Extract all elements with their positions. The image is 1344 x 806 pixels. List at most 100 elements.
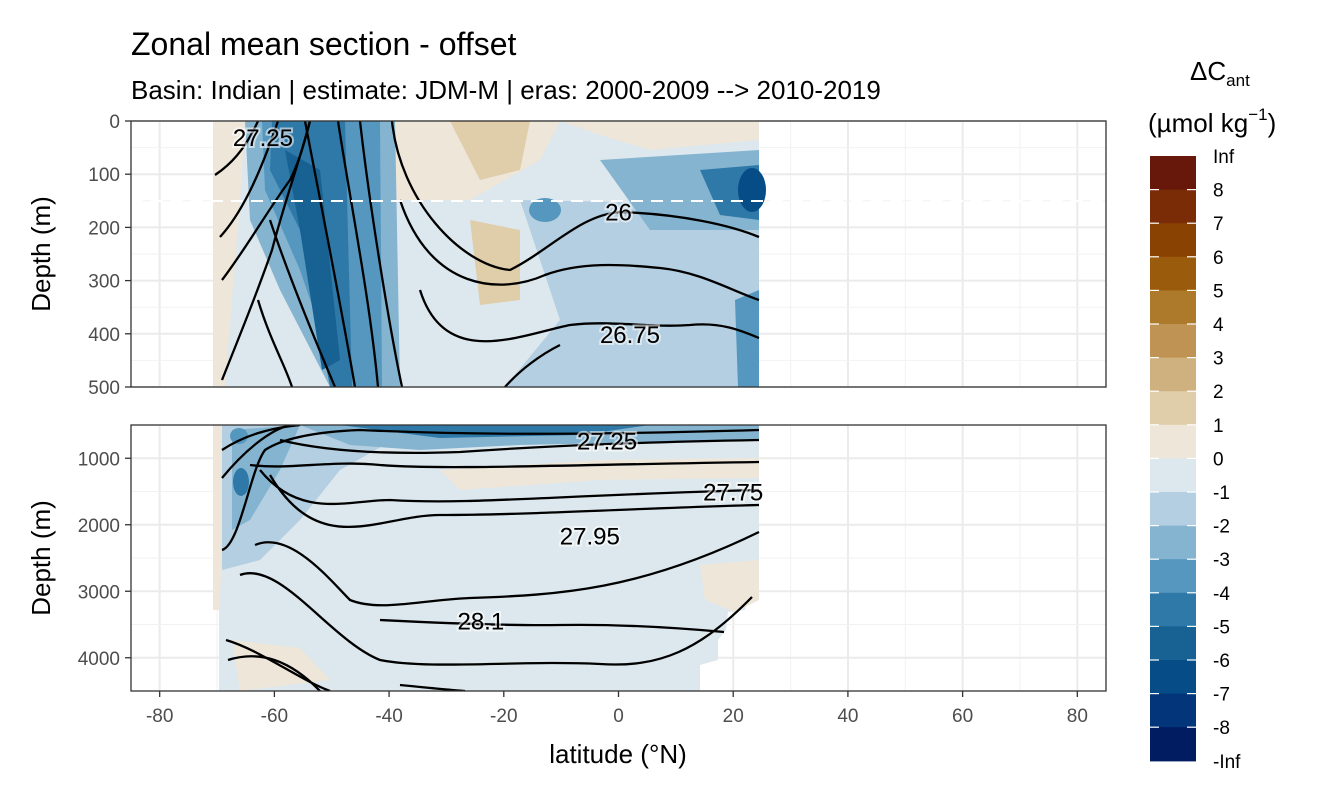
isopycnal-l11 (227, 655, 321, 691)
upper-isopycnal-label-halo: 26 (605, 199, 632, 226)
legend-label: Inf (1213, 147, 1235, 168)
lower-isopycnal-label-halo: 27.75 (703, 480, 763, 507)
x-tick-label: 20 (723, 706, 744, 727)
upper-south-beige (213, 121, 245, 387)
legend-labels: Inf 8 7 6 5 4 3 2 1 0 -1 -2 -3 -4 -5 -6 -7 -8 -Inf (1213, 147, 1241, 773)
isopycnal-2675 (418, 289, 760, 343)
lower-south-patch (230, 428, 248, 444)
legend-label: -Inf (1213, 752, 1241, 773)
upper-isopycnal-label: 26.75 (600, 322, 660, 349)
legend-swatch (1150, 189, 1196, 224)
x-tick-label: -40 (375, 706, 402, 727)
chart-title: Zonal mean section - offset (131, 26, 517, 62)
legend-swatch (1150, 256, 1196, 291)
lower-isopycnal-label-halo: 28.1 (457, 609, 504, 636)
legend-label: 1 (1213, 416, 1224, 437)
legend-unit-sup: −1 (1248, 105, 1267, 124)
upper-y-tick-label: 200 (88, 218, 120, 239)
legend-label: 2 (1213, 382, 1224, 403)
legend-swatch (1150, 424, 1196, 459)
isopycnal-2775 (259, 469, 760, 506)
upper-front-core (285, 150, 340, 370)
legend-swatch (1150, 660, 1196, 695)
upper-isopycnals (214, 121, 760, 387)
upper-north-core (738, 168, 766, 212)
legend-swatch (1150, 458, 1196, 493)
lower-isopycnal-label: 27.95 (560, 523, 620, 550)
legend-label: 4 (1213, 315, 1224, 336)
x-tick-label: 60 (952, 706, 973, 727)
isopycnal-l9 (239, 572, 753, 666)
x-axis-label: latitude (°N) (549, 739, 687, 769)
legend-swatch (1150, 592, 1196, 627)
legend-swatch (1150, 357, 1196, 392)
upper-panel-border (130, 120, 1107, 388)
legend-title: ΔCant (1190, 56, 1250, 90)
legend-label: 7 (1213, 214, 1224, 235)
legend-label: 3 (1213, 349, 1224, 370)
legend-label: 0 (1213, 449, 1224, 470)
upper-isopycnal-label: 27.25 (233, 125, 293, 152)
upper-eddy (529, 198, 561, 222)
isopycnal-u2 (219, 121, 280, 238)
upper-y-tick-label: 0 (109, 112, 120, 133)
legend-title-main: ΔC (1190, 56, 1226, 86)
lower-y-tick-label: 4000 (78, 649, 120, 670)
isopycnal-l5 (249, 460, 760, 469)
legend-swatch (1150, 626, 1196, 661)
legend-swatch (1150, 693, 1196, 728)
legend-swatch (1150, 391, 1196, 426)
lower-isopycnal-label-halo: 27.25 (577, 428, 637, 455)
upper-isopycnal-label-halo: 27.25 (233, 125, 293, 152)
upper-north-deep (735, 290, 759, 387)
lower-y-tick-label: 3000 (78, 582, 120, 603)
lower-y-ticks: 1000 2000 3000 4000 (78, 449, 131, 670)
isopycnal-u1 (214, 121, 260, 176)
legend-swatch (1150, 492, 1196, 527)
legend-swatch (1150, 156, 1196, 191)
isopycnal-l10 (225, 638, 331, 691)
legend-label: -7 (1213, 685, 1230, 706)
legend-swatch (1150, 223, 1196, 258)
lower-beige-deep (700, 560, 759, 612)
legend-unit-close: ) (1268, 108, 1277, 138)
x-tick-label: 80 (1067, 706, 1088, 727)
lower-south-beige (213, 425, 222, 610)
upper-y-tick-label: 400 (88, 325, 120, 346)
legend-label: 5 (1213, 281, 1224, 302)
upper-isopycnal-label: 26 (605, 199, 632, 226)
isopycnal-u4 (220, 121, 312, 381)
lower-isopycnal-label: 27.25 (577, 428, 637, 455)
x-axis-ticks: -80 -60 -40 -20 0 20 40 60 80 (146, 691, 1088, 727)
isopycnal-l1 (221, 425, 301, 451)
isopycnal-26 (390, 121, 760, 272)
legend-swatch (1150, 290, 1196, 325)
colorbar-legend: ΔCant (µmol kg−1) Inf 8 7 6 5 4 3 2 1 0 -1 -2 -3 -4 -5… (1148, 56, 1276, 773)
legend-swatches (1150, 156, 1196, 762)
x-tick-label: -80 (146, 706, 173, 727)
isopycnal-2725 (279, 438, 760, 455)
isopycnal-2795 (254, 530, 760, 607)
legend-swatch (1150, 559, 1196, 594)
legend-label: -6 (1213, 651, 1230, 672)
upper-fill (213, 121, 766, 387)
x-tick-label: 0 (613, 706, 624, 727)
isopycnal-l2 (221, 425, 291, 479)
lower-y-tick-label: 2000 (78, 516, 120, 537)
isopycnal-u9 (358, 121, 404, 387)
lower-y-axis-label: Depth (m) (26, 500, 56, 616)
legend-unit-main: (µmol kg (1148, 108, 1248, 138)
x-tick-label: -20 (490, 706, 517, 727)
legend-label: -8 (1213, 718, 1230, 739)
chart-subtitle: Basin: Indian | estimate: JDM-M | eras: … (131, 75, 881, 105)
legend-label: 8 (1213, 181, 1224, 202)
lower-isopycnal-label: 27.75 (703, 480, 763, 507)
legend-label: -3 (1213, 550, 1230, 571)
upper-y-tick-label: 100 (88, 165, 120, 186)
upper-y-tick-label: 500 (88, 378, 120, 399)
isopycnal-u11 (398, 199, 760, 302)
